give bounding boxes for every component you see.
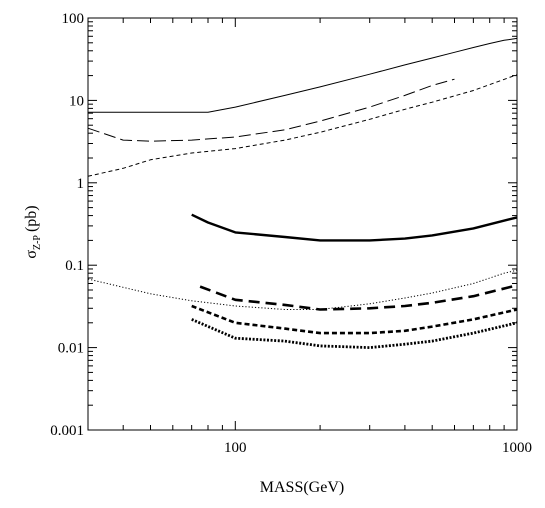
x-axis-label: MASS(GeV) bbox=[260, 479, 344, 496]
series-line-dashed-long-thick bbox=[199, 284, 518, 311]
y-axis-label: σZ-P (pb) bbox=[23, 205, 43, 258]
y-axis-label-unit: (pb) bbox=[23, 205, 40, 232]
y-tick-label: 0.01 bbox=[58, 341, 84, 357]
y-tick-label: 0.1 bbox=[65, 258, 84, 274]
svg-text:σZ-P(pb): σZ-P (pb) bbox=[23, 205, 43, 258]
series-line-solid-thin bbox=[88, 37, 518, 113]
plot-frame bbox=[87, 17, 518, 431]
series-line-solid-thick bbox=[191, 213, 518, 242]
series-group bbox=[87, 37, 518, 349]
y-tick-label: 10 bbox=[69, 93, 84, 109]
x-tick-label: 1000 bbox=[502, 440, 532, 456]
tick-labels: 100 10 1 0.1 0.01 0.001 100 1000 bbox=[50, 11, 532, 456]
y-axis-label-subscript: Z-P bbox=[32, 235, 43, 250]
series-line-dashed-short-thin bbox=[87, 74, 518, 177]
series-line-dashed-short-thick bbox=[191, 304, 518, 335]
series-line-dashed-long-thin bbox=[87, 78, 455, 142]
series-line-dotted-thin bbox=[87, 269, 518, 310]
y-tick-label: 100 bbox=[62, 11, 85, 27]
x-tick-label: 100 bbox=[224, 440, 247, 456]
y-tick-label: 0.001 bbox=[50, 423, 84, 439]
y-axis-label-symbol: σ bbox=[23, 250, 40, 259]
y-tick-label: 1 bbox=[77, 176, 85, 192]
